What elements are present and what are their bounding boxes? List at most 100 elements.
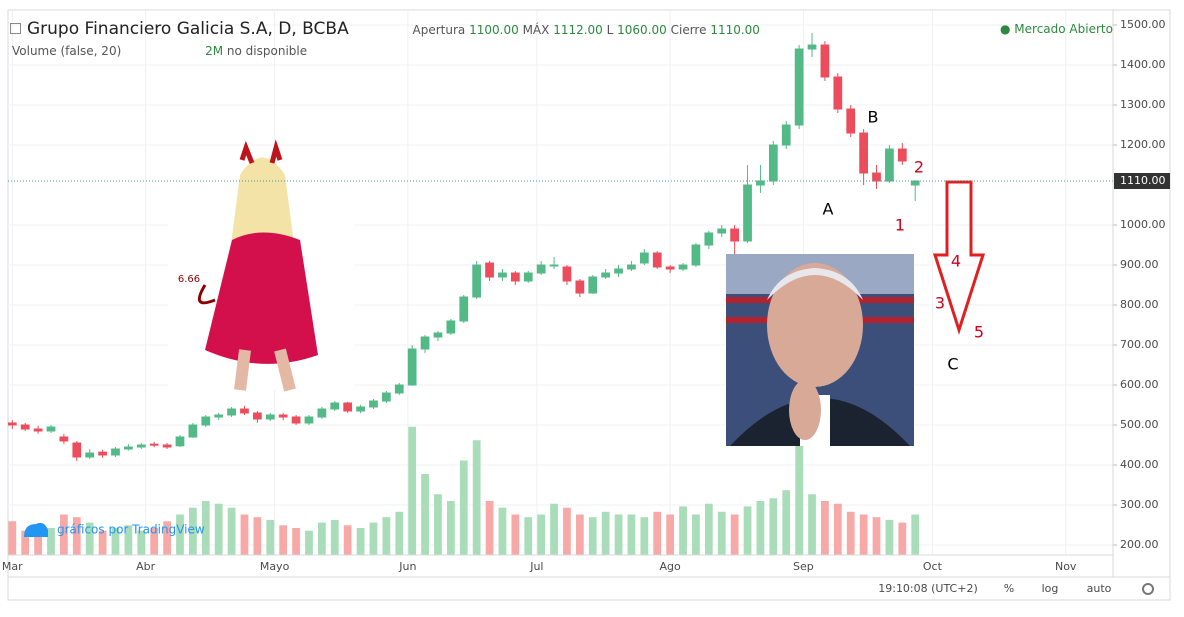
y-tick-label: 500.00 [1120,418,1159,431]
y-tick-label: 800.00 [1120,298,1159,311]
candle-body [98,451,107,456]
candle-body [639,252,649,264]
volume-bar [330,519,339,555]
candle-body [175,436,185,447]
y-tick-label: 200.00 [1120,538,1159,551]
volume-bar [704,503,713,555]
candle-body [820,44,830,78]
log-button[interactable]: log [1042,582,1059,595]
volume-bar [575,514,584,555]
volume-bar [227,507,236,555]
candle-body [510,272,520,282]
volume-bar [369,522,378,555]
volume-bar [395,511,404,555]
annotation: 1 [895,216,905,235]
candle-body [691,244,701,266]
x-tick-label: Jul [529,560,543,573]
market-status-text: Mercado Abierto [1014,22,1113,36]
candle-body [240,408,249,414]
volume-bar [537,514,546,555]
x-tick-label: Sep [793,560,814,573]
volume-bar [318,522,326,555]
annotation: 4 [951,252,961,271]
volume-bar [614,514,623,555]
volume-pane [8,426,920,555]
volume-bar [60,514,68,555]
candle-body [485,262,494,278]
y-tick-label: 600.00 [1120,378,1159,391]
y-tick-label: 1200.00 [1120,138,1166,151]
candle-body [652,252,662,268]
volume-bar [756,501,765,555]
candle-body [807,44,817,50]
candle-body [588,276,598,294]
annotation: A [823,200,834,219]
candle-body [614,268,623,274]
watermark-logo [24,522,48,537]
watermark: gráficos por TradingView [57,523,205,537]
candle-body [420,336,430,350]
volume-bar [885,519,894,555]
volume-bar [98,530,107,555]
volume-title: Volume (false, 20) [12,44,122,58]
collapse-icon[interactable] [10,23,21,34]
volume-bar [511,514,520,555]
symbol-title: Grupo Financiero Galicia S.A, D, BCBA [27,19,349,39]
candle-body [46,426,56,432]
candle-body [149,443,159,446]
volume-bar [769,498,778,555]
volume-bar [692,514,700,555]
candle-body [188,424,198,438]
y-tick-label: 400.00 [1120,458,1159,471]
volume-bar [408,426,417,555]
candle-body [704,232,714,246]
annotation: C [947,355,958,374]
candle-body [394,384,404,394]
candle-body [265,414,275,420]
low-value: 1060.00 [617,23,667,37]
open-label: Apertura [412,23,466,37]
volume-bar [485,501,494,555]
clock: 19:10:08 (UTC+2) [878,582,978,595]
volume-bar [898,522,907,555]
candle-body [291,416,301,424]
high-label: MÁX [522,23,550,37]
volume-bar [911,514,920,555]
photo-image [726,254,914,446]
candle-body [446,320,456,334]
candle-body [381,392,391,402]
percent-button[interactable]: % [1004,582,1014,595]
candle-body [859,132,868,174]
volume-bar [859,514,868,555]
volume-bar [666,514,675,555]
candle-body [343,402,353,412]
candle-body [304,416,314,424]
volume-bar [833,503,842,555]
volume-bar [563,507,571,555]
x-tick-label: Mar [2,560,23,573]
volume-bar [795,433,803,555]
settings-icon[interactable] [1142,583,1154,595]
candle-body [601,272,611,278]
volume-bar [214,503,223,555]
candle-body [730,228,740,242]
auto-button[interactable]: auto [1087,582,1112,595]
low-label: L [606,23,614,37]
candle-body [846,108,856,134]
candle-body [717,228,727,234]
y-tick-label: 700.00 [1120,338,1159,351]
volume-bar [111,528,120,555]
candle-body [162,444,172,448]
candle-body [20,424,30,430]
volume-bar [292,528,300,555]
candle-body [317,408,327,418]
candle-body [781,124,791,146]
annotation: 3 [935,294,945,313]
x-tick-label: Oct [923,560,943,573]
volume-bar [588,517,597,555]
annotation: 2 [914,158,924,177]
candle-body [910,180,920,186]
candle-body [627,264,636,270]
